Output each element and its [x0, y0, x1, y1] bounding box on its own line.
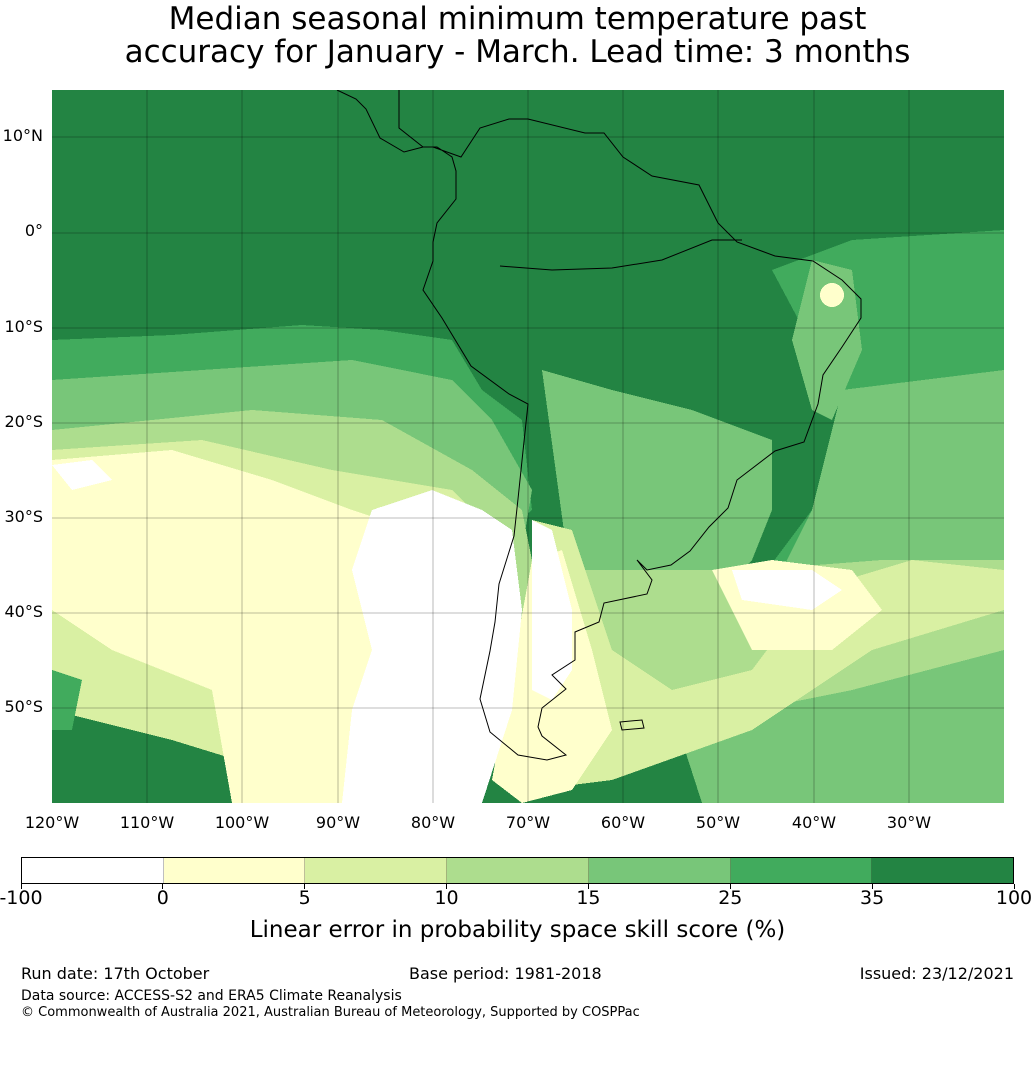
- colorbar-tick-mark: [729, 884, 731, 889]
- colorbar-swatch: [588, 858, 731, 883]
- chart-title-line2: accuracy for January - March. Lead time:…: [124, 34, 911, 70]
- issued-date: Issued: 23/12/2021: [859, 964, 1014, 983]
- colorbar: [21, 857, 1014, 884]
- base-period: Base period: 1981-2018: [409, 964, 602, 983]
- colorbar-tick-mark: [162, 884, 164, 889]
- lon-label: 60°W: [600, 813, 646, 832]
- skill-field: [52, 230, 1004, 803]
- lon-label: 100°W: [214, 813, 270, 832]
- lon-label: 40°W: [791, 813, 837, 832]
- colorbar-tick-mark: [20, 884, 22, 889]
- lat-label: 0°: [24, 221, 43, 240]
- lon-label: 70°W: [505, 813, 551, 832]
- lon-label: 110°W: [119, 813, 175, 832]
- lat-label: 50°S: [4, 697, 43, 716]
- lat-label: 20°S: [4, 412, 43, 431]
- falkland-islands: [619, 719, 645, 731]
- lon-label: 80°W: [410, 813, 456, 832]
- lat-label: 40°S: [4, 602, 43, 621]
- colorbar-tick-mark: [871, 884, 873, 889]
- skill-score-map: [52, 90, 1004, 803]
- amazon-river: [499, 239, 742, 271]
- colorbar-tick-label: 15: [576, 887, 601, 909]
- lon-label: 30°W: [886, 813, 932, 832]
- colorbar-swatch: [305, 858, 448, 883]
- colorbar-tick-mark: [304, 884, 306, 889]
- lon-label: 50°W: [695, 813, 741, 832]
- colorbar-tick-label: 35: [860, 887, 885, 909]
- colorbar-tick-label: 25: [718, 887, 743, 909]
- colorbar-swatch: [447, 858, 589, 883]
- colorbar-tick-label: 10: [434, 887, 459, 909]
- coastline-south-america: [336, 90, 862, 761]
- lon-label: 90°W: [315, 813, 361, 832]
- colorbar-swatch: [730, 858, 873, 883]
- colorbar-tick-mark: [1013, 884, 1015, 889]
- colorbar-tick-mark: [587, 884, 589, 889]
- gridlines: [52, 90, 1004, 803]
- colorbar-tick-label: -100: [0, 887, 43, 909]
- colorbar-swatch: [163, 858, 306, 883]
- data-source: Data source: ACCESS-S2 and ERA5 Climate …: [21, 988, 402, 1004]
- lat-label: 10°N: [2, 126, 43, 145]
- colorbar-tick-label: 100: [995, 887, 1033, 909]
- chart-title-line1: Median seasonal minimum temperature past: [168, 1, 867, 37]
- lon-label: 120°W: [24, 813, 80, 832]
- colorbar-swatch: [872, 858, 1014, 883]
- run-date: Run date: 17th October: [21, 964, 210, 983]
- colorbar-tick-label: 5: [298, 887, 311, 909]
- colorbar-swatch: [22, 858, 164, 883]
- colorbar-tick-label: 0: [156, 887, 169, 909]
- colorbar-label: Linear error in probability space skill …: [249, 917, 786, 943]
- colorbar-tick-mark: [446, 884, 448, 889]
- copyright: © Commonwealth of Australia 2021, Austra…: [21, 1005, 640, 1020]
- lat-label: 30°S: [4, 507, 43, 526]
- lat-label: 10°S: [4, 317, 43, 336]
